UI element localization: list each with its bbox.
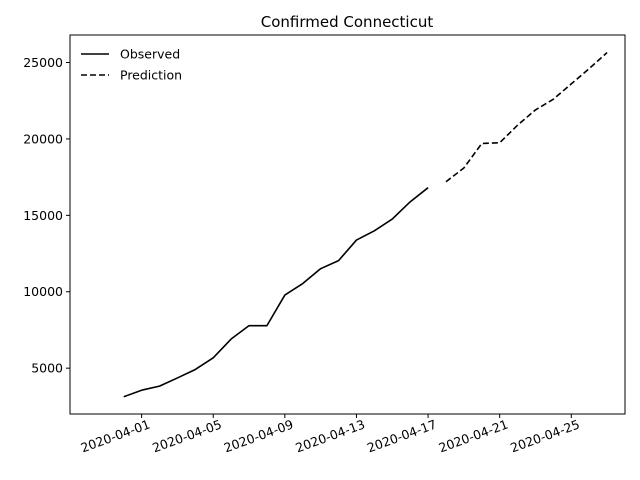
series-line-prediction [445, 51, 608, 183]
y-tick-label: 15000 [23, 208, 63, 223]
series-line-observed [123, 187, 429, 398]
plot-frame [69, 34, 626, 415]
y-tick-label: 5000 [31, 361, 63, 376]
y-tick-label: 10000 [23, 284, 63, 299]
chart-title: Confirmed Connecticut [261, 13, 434, 31]
y-tick-label: 25000 [23, 55, 63, 70]
legend: Observed Prediction [81, 47, 182, 83]
plot-area [123, 51, 608, 398]
legend-label-prediction: Prediction [120, 68, 182, 83]
y-tick-label: 20000 [23, 131, 63, 146]
legend-label-observed: Observed [120, 47, 180, 62]
